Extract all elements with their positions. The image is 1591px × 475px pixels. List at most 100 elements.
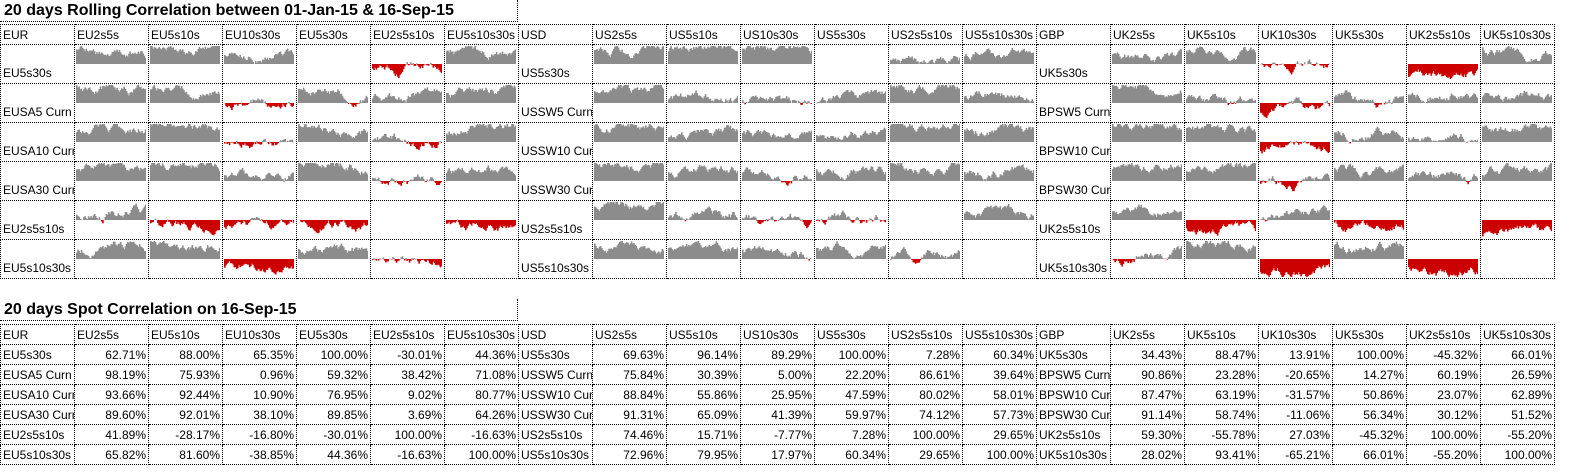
spark-bar xyxy=(616,163,619,181)
spark-bar xyxy=(1251,98,1253,103)
spark-bar xyxy=(975,91,978,103)
spark-bar xyxy=(978,91,980,103)
spark-bar xyxy=(1238,164,1240,181)
spark-bar xyxy=(1119,88,1121,103)
spark-bar xyxy=(927,94,930,103)
spark-bar xyxy=(1167,55,1170,64)
spark-bar xyxy=(374,93,376,103)
spark-bar xyxy=(102,163,104,181)
spark-bar xyxy=(1123,54,1126,64)
spark-bar xyxy=(1523,166,1526,181)
spark-bar xyxy=(398,64,400,79)
spark-bar xyxy=(1472,140,1474,142)
spark-bar xyxy=(1129,128,1132,142)
spark-bar xyxy=(246,59,249,64)
spark-bar xyxy=(483,126,486,142)
spark-bar xyxy=(1164,54,1166,64)
spark-bar xyxy=(1242,47,1245,64)
spark-bar xyxy=(327,164,330,181)
spark-bar xyxy=(280,54,283,64)
sparkline xyxy=(668,206,738,222)
spark-bar xyxy=(273,177,276,181)
row-label: BPSW10 Curn xyxy=(1036,122,1111,162)
spark-bar xyxy=(233,103,236,105)
spark-bar xyxy=(1161,214,1164,220)
spark-bar xyxy=(276,103,278,107)
spark-bar xyxy=(144,88,146,103)
spark-bar xyxy=(163,92,165,103)
spark-bar xyxy=(669,137,671,142)
spark-bar xyxy=(996,130,998,142)
spark-bar xyxy=(132,54,135,64)
spark-bar xyxy=(1141,169,1144,181)
spark-bar xyxy=(1229,101,1232,103)
spark-bar xyxy=(1424,64,1427,74)
spark-bar xyxy=(482,52,485,64)
spark-bar xyxy=(1502,101,1504,103)
spark-bar xyxy=(716,47,719,64)
spark-bar xyxy=(487,220,490,226)
spark-bar xyxy=(1130,55,1133,64)
spark-bar xyxy=(299,163,301,181)
spark-bar xyxy=(705,129,708,142)
spark-bar xyxy=(868,170,870,181)
spark-bar xyxy=(1235,59,1238,64)
spark-bar xyxy=(1528,127,1530,142)
spark-bar xyxy=(81,131,84,142)
spark-bar xyxy=(510,171,512,181)
spark-bar xyxy=(140,212,142,220)
spark-bar xyxy=(626,165,628,181)
spark-bar xyxy=(1428,100,1430,103)
spark-bar xyxy=(1117,124,1120,142)
spark-bar xyxy=(1497,94,1500,103)
spark-bar xyxy=(1515,96,1517,103)
spark-bar xyxy=(229,174,232,181)
spark-bar xyxy=(710,46,713,64)
spark-bar xyxy=(390,64,393,70)
spark-bar xyxy=(1357,174,1360,181)
spark-bar xyxy=(119,90,122,103)
spark-bar xyxy=(347,103,350,104)
spark-bar xyxy=(136,132,139,142)
spark-bar xyxy=(1505,97,1508,103)
spark-bar xyxy=(1026,129,1029,142)
spark-bar xyxy=(766,173,769,181)
spark-bar xyxy=(474,46,477,64)
spark-bar xyxy=(1129,211,1132,220)
spark-bar xyxy=(795,47,797,64)
spark-bar xyxy=(157,48,159,64)
spark-bar xyxy=(1288,181,1291,186)
spark-bar xyxy=(720,98,722,103)
spark-bar xyxy=(475,90,478,103)
spark-bar xyxy=(102,53,104,64)
spark-bar xyxy=(1277,103,1280,104)
spark-bar xyxy=(800,47,802,64)
spark-bar xyxy=(1288,64,1291,72)
spark-bar xyxy=(1226,127,1228,142)
spark-bar xyxy=(1163,213,1165,220)
spark-bar xyxy=(109,85,111,103)
spark-bar xyxy=(803,100,806,103)
spark-bar xyxy=(1016,212,1018,220)
spark-bar xyxy=(1157,165,1159,181)
spark-bar xyxy=(96,165,98,181)
spark-bar xyxy=(753,133,756,142)
spark-bar xyxy=(1250,47,1252,64)
spark-bar xyxy=(840,140,843,142)
spark-bar xyxy=(611,164,614,181)
spark-bar xyxy=(111,126,114,142)
spark-bar xyxy=(622,52,625,64)
spark-bar xyxy=(691,131,694,142)
spark-bar xyxy=(1123,209,1126,220)
spark-bar xyxy=(269,58,271,64)
spark-bar xyxy=(469,169,472,181)
spark-bar xyxy=(770,217,773,220)
spark-bar xyxy=(602,51,604,64)
spark-bar xyxy=(701,48,703,64)
spark-bar xyxy=(832,96,835,103)
spark-bar xyxy=(357,220,359,228)
spark-bar xyxy=(386,64,388,66)
spark-bar xyxy=(771,134,774,142)
spark-bar xyxy=(407,96,410,103)
spark-bar xyxy=(622,124,625,142)
